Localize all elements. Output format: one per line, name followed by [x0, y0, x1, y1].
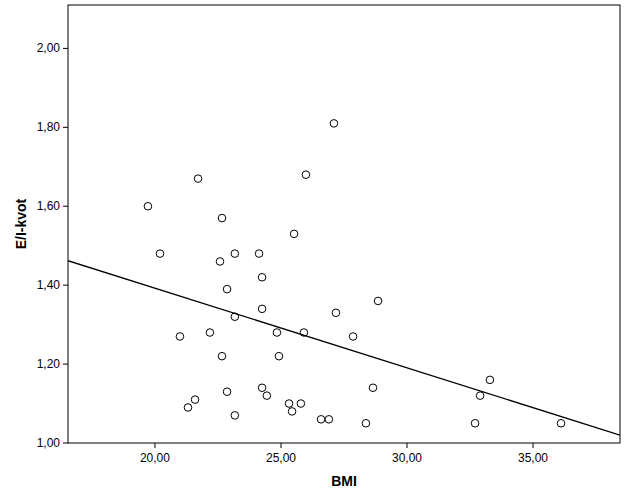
x-tick [154, 443, 155, 448]
y-tick-label: 1,80 [37, 120, 61, 134]
point [317, 416, 325, 424]
y-tick [63, 364, 68, 365]
point [285, 400, 293, 408]
point [476, 392, 484, 400]
point [194, 175, 202, 183]
point [275, 352, 283, 360]
point [330, 120, 338, 128]
point [325, 416, 333, 424]
point [218, 214, 226, 222]
point [486, 376, 494, 384]
x-tick-label: 20,00 [140, 451, 170, 465]
point [144, 202, 152, 210]
point [231, 412, 239, 420]
y-tick-label: 2,00 [37, 41, 61, 55]
y-tick-label: 1,20 [37, 357, 61, 371]
chart: 1,00 1,20 1,40 1,60 1,80 2,00 20,00 25,00 30,00 3… [0, 0, 626, 501]
y-tick [63, 127, 68, 128]
background [0, 0, 626, 501]
point [191, 396, 199, 404]
point [288, 408, 296, 416]
point [206, 329, 214, 337]
point [258, 384, 266, 392]
x-tick [407, 443, 408, 448]
point [176, 333, 184, 341]
point [258, 305, 266, 313]
point [374, 297, 382, 305]
point [156, 250, 164, 258]
x-axis-title: BMI [331, 473, 357, 489]
point [223, 285, 231, 293]
point [255, 250, 263, 258]
x-tick-label: 30,00 [392, 451, 422, 465]
plot-frame [68, 5, 620, 443]
x-tick-label: 25,00 [266, 451, 296, 465]
point [557, 419, 565, 427]
x-tick [280, 443, 281, 448]
fit-line [68, 261, 620, 435]
y-axis-title: E/I-kvot [13, 198, 29, 249]
point [258, 273, 266, 281]
x-tick [533, 443, 534, 448]
point [263, 392, 271, 400]
point [362, 419, 370, 427]
point [332, 309, 340, 317]
point [223, 388, 231, 396]
plot-area [68, 120, 620, 436]
point [273, 329, 281, 337]
point [184, 404, 192, 412]
point [218, 352, 226, 360]
point [302, 171, 310, 179]
point [471, 419, 479, 427]
y-tick [63, 206, 68, 207]
y-tick-label: 1,00 [37, 436, 61, 450]
y-tick [63, 443, 68, 444]
point [349, 333, 357, 341]
point [369, 384, 377, 392]
point [231, 250, 239, 258]
y-tick [63, 48, 68, 49]
point [297, 400, 305, 408]
point [290, 230, 298, 238]
y-tick [63, 285, 68, 286]
x-tick-label: 35,00 [518, 451, 548, 465]
y-tick-label: 1,60 [37, 199, 61, 213]
y-tick-label: 1,40 [37, 278, 61, 292]
point [216, 258, 224, 266]
